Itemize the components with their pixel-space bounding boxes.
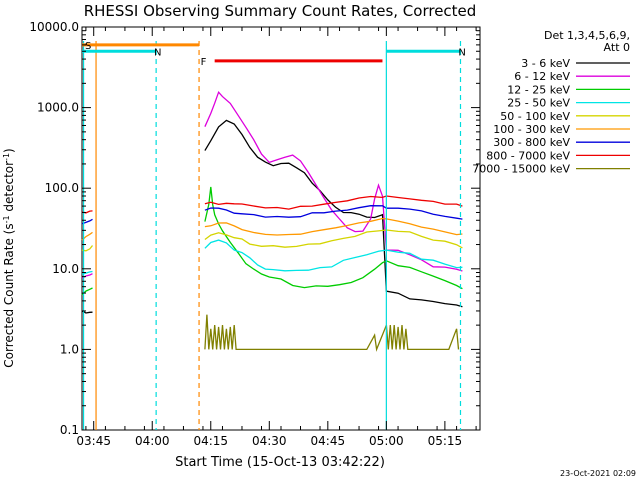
legend-label-7: 800 - 7000 keV [486,149,570,162]
plot-layer [81,26,481,431]
legend-label-8: 7000 - 15000 keV [472,163,570,176]
legend-label-2: 12 - 25 keV [507,83,570,96]
x-tick-label-6: 05:15 [428,434,463,448]
x-tick-label-3: 04:30 [252,434,287,448]
x-axis-label: Start Time (15-Oct-13 03:42:22) [175,455,385,470]
flag-label-N-1: N [154,47,161,58]
series-line-800-7000keV [81,195,463,214]
x-tick-label-0: 03:45 [76,434,111,448]
x-tick-label-1: 04:00 [135,434,170,448]
y-tick-label-2: 10.0 [52,262,79,276]
x-tick-label-4: 04:45 [311,434,346,448]
series-line-50-100keV [81,229,463,252]
y-tick-label-4: 1000.0 [37,101,79,115]
legend-label-6: 300 - 800 keV [493,136,570,149]
series-line-12-25keV [81,186,463,296]
chart-title: RHESSI Observing Summary Count Rates, Co… [84,2,477,20]
legend-header-line1: Det 1,3,4,5,6,9, [544,29,630,42]
series-line-6-12keV [81,90,463,279]
legend-label-3: 25 - 50 keV [507,97,570,110]
legend-label-0: 3 - 6 keV [521,57,570,70]
series-line-7000-15000keV [204,314,460,352]
flag-layer: S N N F [82,41,466,430]
series-layer [81,90,463,352]
flag-label-S-0: S [85,41,91,52]
y-tick-label-1: 1.0 [60,342,79,356]
legend-header-line2: Att 0 [604,41,630,54]
y-axis-label: Corrected Count Rate (s-1 detector-1) [2,148,16,367]
y-tick-label-0: 0.1 [60,423,79,437]
legend-label-4: 50 - 100 keV [500,110,570,123]
y-tick-label-3: 100.0 [45,181,79,195]
flag-label-F-3: F [201,57,207,68]
plot-frame [81,26,481,431]
x-tick-label-5: 05:00 [369,434,404,448]
series-line-100-300keV [81,217,463,241]
x-tick-label-2: 04:15 [193,434,228,448]
flag-label-N-2: N [458,47,465,58]
legend-label-5: 100 - 300 keV [493,123,570,136]
axis-layer: 0.1 1.0 10.0 100.0 1000.0 10000.0 03:45 04:00 04… [29,20,480,448]
series-line-300-800keV [81,205,463,225]
footer-timestamp: 23-Oct-2021 02:09 [560,469,636,478]
legend-label-1: 6 - 12 keV [514,70,570,83]
y-tick-label-5: 10000.0 [29,20,79,34]
